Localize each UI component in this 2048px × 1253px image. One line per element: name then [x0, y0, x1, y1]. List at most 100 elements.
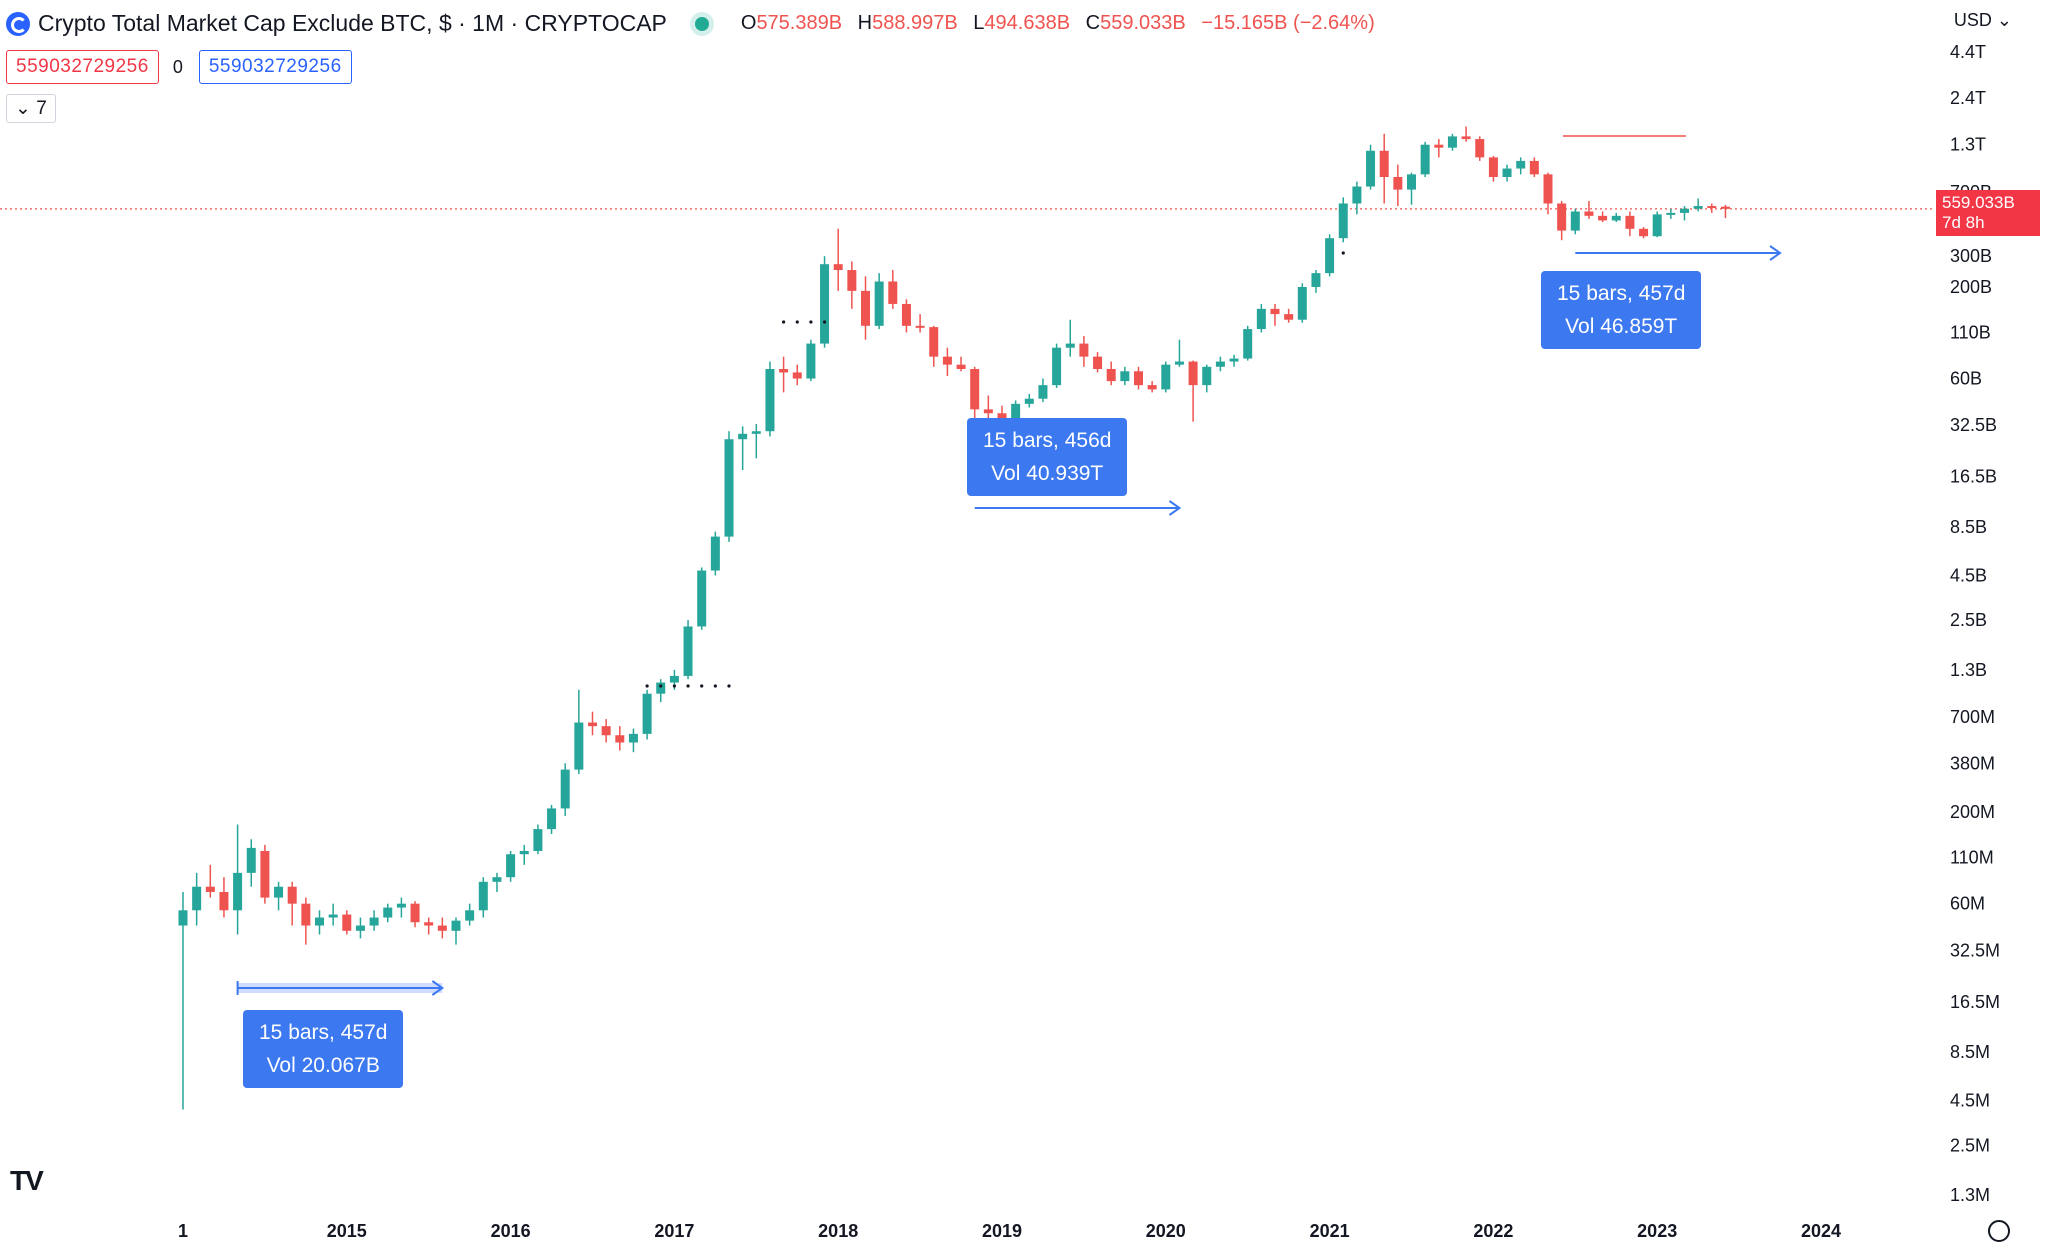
- x-tick-label: 2024: [1801, 1221, 1841, 1241]
- candle: [315, 910, 324, 935]
- settings-gear-icon[interactable]: [1988, 1220, 2010, 1242]
- candle-body: [833, 264, 843, 271]
- candle: [1052, 343, 1062, 388]
- candle: [355, 917, 365, 939]
- candle-body: [342, 914, 352, 931]
- candle-body: [1338, 203, 1348, 239]
- candle: [451, 917, 461, 945]
- measure-label-2[interactable]: 15 bars, 456d Vol 40.939T: [967, 418, 1128, 496]
- candle-body: [328, 914, 338, 918]
- candle: [1093, 352, 1103, 373]
- candle-body: [847, 270, 857, 291]
- measure-arrow-1: [236, 980, 445, 996]
- candle-body: [1256, 308, 1266, 330]
- candle-body: [560, 769, 570, 809]
- symbol-title[interactable]: Crypto Total Market Cap Exclude BTC, $ ·…: [38, 10, 667, 36]
- candle-body: [410, 903, 420, 923]
- candle-body: [1093, 356, 1103, 370]
- candle-body: [451, 920, 461, 931]
- buy-price-box[interactable]: 559032729256: [198, 50, 352, 84]
- candle-body: [1407, 174, 1416, 190]
- candle: [806, 339, 816, 382]
- candle: [861, 276, 870, 340]
- x-tick-label: 2023: [1637, 1221, 1677, 1241]
- candle: [1720, 204, 1730, 219]
- measure-label-1[interactable]: 15 bars, 457d Vol 20.067B: [243, 1010, 404, 1088]
- y-axis[interactable]: 4.4T2.4T1.3T700B300B200B110B60B32.5B16.5…: [1950, 42, 2000, 1205]
- candle-body: [1680, 208, 1689, 213]
- candle: [956, 356, 966, 372]
- candle: [1625, 211, 1635, 237]
- y-tick-label: 60B: [1950, 369, 1982, 389]
- x-tick-label: 2018: [818, 1221, 858, 1241]
- candle: [1366, 144, 1376, 190]
- candle-body: [1461, 136, 1471, 140]
- candle-body: [1120, 371, 1130, 382]
- candle: [915, 314, 925, 333]
- candle-body: [1652, 214, 1662, 237]
- measure-label-3[interactable]: 15 bars, 457d Vol 46.859T: [1541, 271, 1702, 349]
- tradingview-logo[interactable]: TV: [10, 1165, 44, 1196]
- candle: [888, 270, 898, 309]
- candle-body: [861, 290, 870, 326]
- candle: [710, 531, 720, 576]
- candle: [642, 689, 652, 740]
- candle: [342, 910, 352, 935]
- candle: [1434, 139, 1444, 158]
- candle-body: [956, 364, 966, 370]
- candle-body: [1720, 206, 1730, 209]
- market-status-icon: [694, 16, 709, 31]
- candle: [820, 256, 830, 348]
- candle: [588, 711, 597, 736]
- candle: [751, 423, 761, 459]
- measure-arrowhead: [1168, 500, 1182, 516]
- candle: [738, 426, 748, 471]
- candle: [1447, 133, 1457, 151]
- candle-body: [738, 433, 748, 440]
- candle: [574, 689, 584, 775]
- indicators-toggle[interactable]: ⌄ 7: [6, 94, 56, 123]
- candle-body: [1516, 160, 1526, 169]
- candle: [547, 804, 557, 835]
- x-axis[interactable]: 1 2015 2016 2017 2018 2019 2020 2021 2022 2023 202…: [178, 1221, 1841, 1241]
- candle-body: [1707, 206, 1717, 209]
- candle-body: [1297, 286, 1307, 320]
- bar-countdown: 7d 8h: [1942, 213, 1985, 232]
- candle-body: [287, 886, 297, 904]
- candle: [1147, 381, 1157, 393]
- candle-body: [806, 343, 816, 379]
- candle-body: [697, 570, 707, 627]
- candle-body: [901, 303, 911, 326]
- marker-dot: [795, 320, 799, 324]
- candle-body: [274, 886, 284, 898]
- candle-body: [574, 722, 584, 770]
- candle: [369, 910, 379, 931]
- candle: [1475, 136, 1485, 161]
- candle-body: [315, 917, 324, 926]
- candle: [779, 356, 789, 393]
- candle-body: [396, 903, 406, 908]
- candle-body: [1024, 398, 1034, 404]
- candle-body: [628, 733, 638, 743]
- candle-body: [970, 369, 980, 410]
- measure-volume: Vol 20.067B: [266, 1054, 380, 1077]
- candle-body: [205, 886, 215, 892]
- candle-body: [1215, 361, 1225, 367]
- marker-dot: [659, 684, 663, 688]
- close-value: 559.033B: [1100, 12, 1186, 34]
- candle-body: [1065, 343, 1075, 348]
- candle-body: [929, 327, 939, 357]
- candle: [1325, 234, 1335, 277]
- candle: [219, 877, 229, 918]
- candle-body: [1052, 347, 1062, 386]
- y-tick-label: 700M: [1950, 707, 1995, 727]
- candle-body: [1611, 215, 1621, 221]
- candle-body: [1543, 174, 1553, 204]
- candle: [1570, 208, 1580, 235]
- currency-selector[interactable]: USD ⌄: [1954, 10, 2012, 31]
- candle-body: [669, 675, 679, 683]
- candle-body: [888, 281, 898, 304]
- sell-price-box[interactable]: 559032729256: [6, 50, 159, 84]
- drawings[interactable]: [236, 135, 1782, 996]
